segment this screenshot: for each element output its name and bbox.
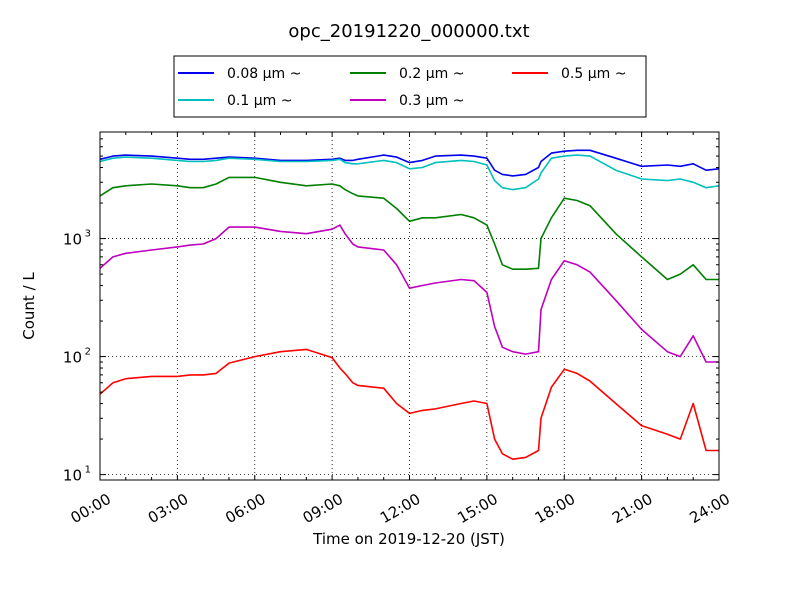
legend-label-2: 0.2 μm ~ <box>399 66 464 82</box>
y-tick-exponent: 1 <box>85 465 91 476</box>
series-lines <box>99 149 720 461</box>
series-line-2 <box>99 176 719 281</box>
x-tick-label: 24:00 <box>687 490 733 527</box>
series-line-3 <box>99 224 719 363</box>
x-tick-label: 21:00 <box>609 490 655 527</box>
x-tick-label: 15:00 <box>454 490 500 527</box>
legend-label-0: 0.08 μm ~ <box>227 66 301 82</box>
axis-ticks: 00:00 03:00 06:00 09:00 12:00 15:00 18:00 21:00… <box>63 131 733 527</box>
y-axis-label: Count / L <box>20 272 38 340</box>
y-tick-label: 10 <box>63 231 82 249</box>
y-tick-exponent: 2 <box>85 347 91 358</box>
x-axis-label: Time on 2019-12-20 (JST) <box>312 530 505 548</box>
series-line-4 <box>99 348 719 461</box>
chart-title: opc_20191220_000000.txt <box>288 21 529 42</box>
x-tick-label: 06:00 <box>222 490 268 527</box>
series-line-0 <box>99 149 720 177</box>
grid <box>100 132 719 480</box>
legend: 0.08 μm ~ 0.1 μm ~ 0.2 μm ~ 0.3 μm ~ 0.5 μm … <box>173 55 647 118</box>
legend-label-1: 0.1 μm ~ <box>227 93 292 109</box>
x-tick-label: 03:00 <box>145 490 191 527</box>
y-tick-label: 10 <box>63 349 82 367</box>
x-tick-label: 18:00 <box>532 490 578 527</box>
x-tick-label: 00:00 <box>68 490 114 527</box>
legend-label-4: 0.5 μm ~ <box>561 66 626 82</box>
y-tick-label: 10 <box>63 467 82 485</box>
legend-box <box>173 55 647 118</box>
y-tick-exponent: 3 <box>85 229 91 240</box>
legend-label-3: 0.3 μm ~ <box>399 93 464 109</box>
series-line-1 <box>99 154 720 191</box>
x-tick-label: 12:00 <box>377 490 423 527</box>
x-tick-label: 09:00 <box>300 490 346 527</box>
